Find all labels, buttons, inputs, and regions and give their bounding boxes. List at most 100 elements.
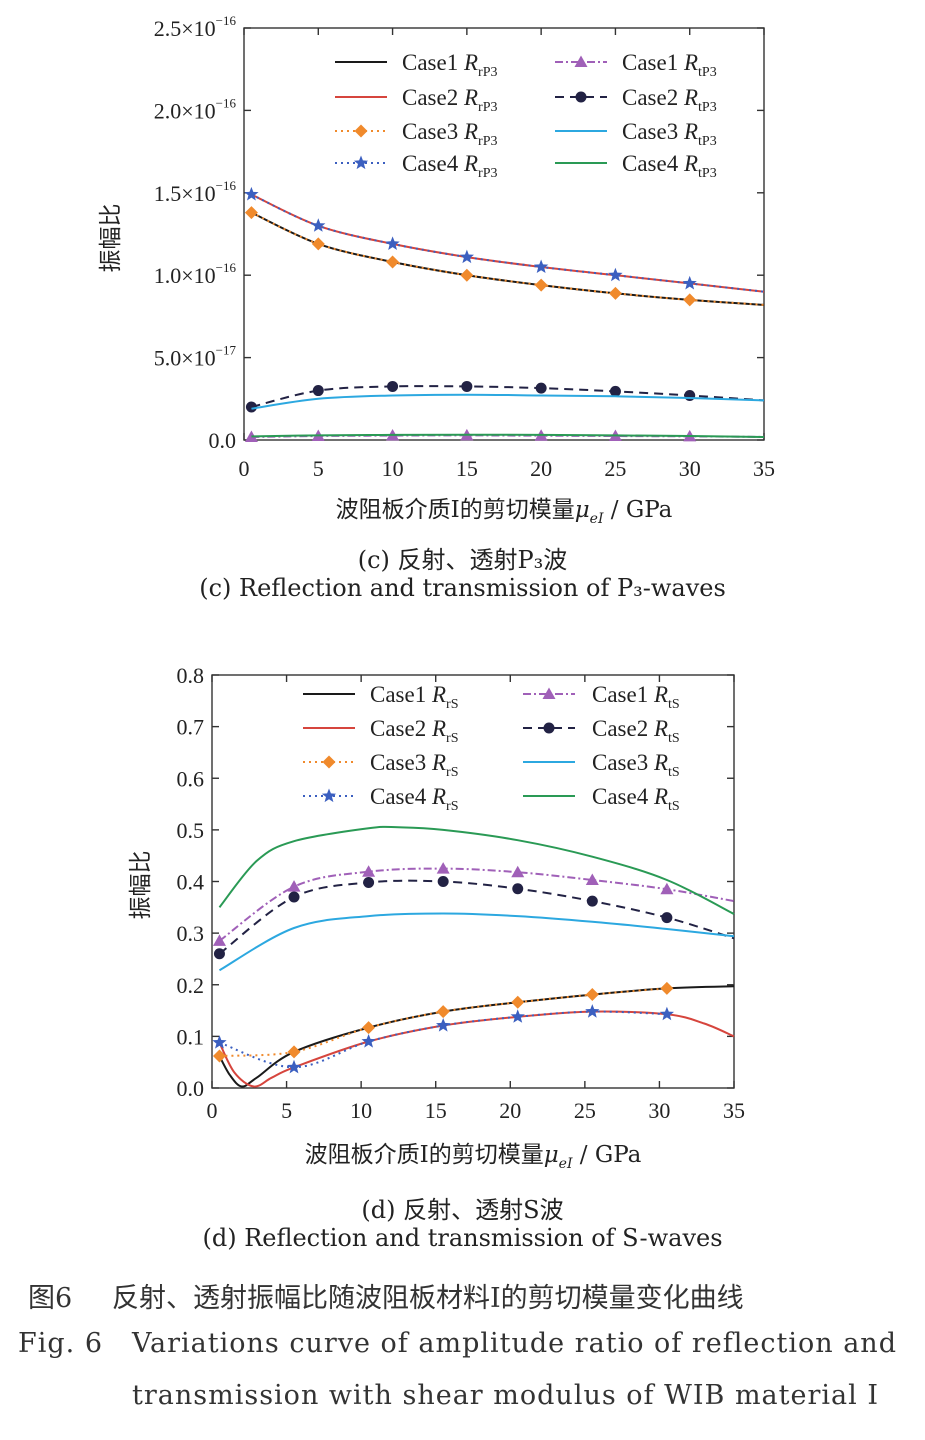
chart-d-x-tick-label: 25 — [574, 1098, 596, 1123]
chart-c: 0 5 10 15 20 25 30 35 0.0 5.0×10−17 1.0×10−16 1.5×1… — [98, 13, 775, 527]
chart-c-series-line — [251, 193, 765, 293]
chart-c-legend-label: Case2 RtP3 — [622, 85, 717, 115]
chart-d-legend-entry: Case1 RrS — [303, 682, 458, 712]
chart-d-data-point — [585, 988, 599, 1002]
chart-c-data-point — [244, 186, 259, 201]
chart-c-caption-cn: (c) 反射、透射P₃波 — [357, 546, 568, 574]
chart-c-data-point — [534, 259, 549, 273]
chart-c-legend-label: Case1 RrP3 — [402, 50, 497, 80]
chart-d-series-line — [218, 912, 735, 972]
chart-d-legend-label: Case2 RrS — [370, 716, 458, 746]
chart-c-x-tick-label: 35 — [753, 456, 775, 481]
chart-c-x-axis-title: 波阻板介质I的剪切模量μeI / GPa — [336, 497, 673, 527]
chart-d-series-line — [218, 867, 735, 942]
figure-caption-cn-label: 图6 — [28, 1283, 73, 1314]
chart-c-data-point — [460, 268, 474, 282]
chart-c-legend-marker — [575, 91, 587, 103]
chart-d-legend-label: Case4 RrS — [370, 784, 458, 814]
chart-c-legend-entry: Case3 RtP3 — [555, 119, 717, 149]
chart-d-data-point — [287, 880, 301, 892]
chart-d-series-line — [218, 825, 735, 915]
chart-d: 0 5 10 15 20 25 30 35 0.0 0.1 0.2 0.3 0.4 0.5 0.6 0.7 0.… — [128, 663, 745, 1172]
chart-d-data-point — [585, 873, 599, 885]
chart-d-data-point — [361, 1034, 376, 1048]
chart-d-data-point — [362, 1021, 376, 1035]
chart-c-x-tick-label: 30 — [679, 456, 701, 481]
chart-c-data-point — [245, 401, 257, 413]
chart-c-y-tick-label: 2.5×10−16 — [154, 13, 237, 41]
chart-c-x-tick-label: 20 — [530, 456, 552, 481]
chart-c-series-line — [251, 385, 765, 409]
chart-c-legend-label: Case4 RtP3 — [622, 151, 717, 181]
chart-d-series-6 — [213, 876, 735, 960]
chart-d-x-tick-label: 0 — [207, 1098, 218, 1123]
chart-d-data-point — [213, 948, 225, 960]
figure-caption-cn: 反射、透射振幅比随波阻板材料I的剪切模量变化曲线 — [112, 1283, 744, 1314]
chart-d-data-point — [511, 995, 525, 1009]
figure-caption-en-line2: transmission with shear modulus of WIB m… — [132, 1380, 880, 1411]
chart-c-data-point — [459, 249, 474, 264]
chart-d-series-line — [218, 985, 735, 1088]
chart-d-data-point — [510, 1009, 525, 1023]
chart-c-data-point — [385, 236, 400, 250]
chart-c-data-point — [534, 278, 548, 292]
chart-c-legend-label: Case3 RtP3 — [622, 119, 717, 149]
chart-d-data-point — [362, 865, 376, 877]
chart-d-legend-label: Case1 RrS — [370, 682, 458, 712]
chart-d-y-tick-label: 0.1 — [177, 1024, 205, 1049]
chart-c-legend-entry: Case4 RtP3 — [555, 151, 717, 181]
chart-c-data-point — [609, 385, 621, 397]
chart-d-legend-entry: Case2 RtS — [523, 716, 680, 746]
chart-d-data-point — [512, 883, 524, 895]
chart-c-legend-entry: Case4 RrP3 — [335, 151, 497, 181]
chart-d-data-point — [660, 981, 674, 995]
chart-c-y-tick-label: 1.5×10−16 — [154, 178, 237, 206]
chart-d-x-tick-label: 35 — [723, 1098, 745, 1123]
chart-c-series-line — [251, 393, 765, 410]
chart-c-data-point — [244, 206, 258, 220]
chart-c-legend-entry: Case1 RrP3 — [335, 50, 497, 80]
chart-c-y-tick-label: 2.0×10−16 — [154, 95, 237, 123]
chart-d-legend-entry: Case4 RrS — [303, 784, 458, 814]
chart-d-data-point — [288, 891, 300, 903]
chart-c-data-point — [386, 255, 400, 269]
chart-c-x-tick-label: 25 — [604, 456, 626, 481]
chart-c-y-tick-label: 5.0×10−17 — [154, 343, 237, 371]
chart-d-x-tick-label: 30 — [648, 1098, 670, 1123]
chart-d-legend-marker — [543, 722, 555, 734]
chart-d-x-tick-label: 15 — [425, 1098, 447, 1123]
chart-d-y-tick-label: 0.0 — [177, 1076, 205, 1101]
chart-d-series-7 — [218, 912, 735, 972]
chart-d-y-tick-label: 0.4 — [177, 870, 205, 895]
chart-d-caption-cn: (d) 反射、透射S波 — [361, 1196, 564, 1224]
chart-c-series-3 — [244, 206, 765, 307]
chart-c-series-line — [251, 433, 765, 438]
chart-c-series-line — [251, 211, 765, 306]
chart-c-data-point — [608, 286, 622, 300]
chart-c-legend-marker — [354, 124, 368, 138]
chart-d-data-point — [212, 1049, 226, 1063]
chart-c-series-6 — [245, 380, 765, 413]
chart-d-series-8 — [218, 825, 735, 915]
chart-c-legend-entry: Case3 RrP3 — [335, 119, 497, 149]
chart-c-legend-marker — [353, 155, 369, 170]
chart-d-y-tick-label: 0.5 — [177, 818, 205, 843]
chart-c-legend-label: Case2 RrP3 — [402, 85, 497, 115]
chart-d-legend-label: Case3 RtS — [592, 750, 680, 780]
chart-c-data-point — [535, 382, 547, 394]
chart-c-y-axis-title: 振幅比 — [98, 204, 124, 273]
figure-caption-en-line1: Variations curve of amplitude ratio of r… — [132, 1328, 897, 1359]
chart-d-data-point — [659, 1006, 674, 1021]
chart-d-series-4 — [212, 1004, 674, 1074]
chart-d-legend-entry: Case3 RtS — [523, 750, 680, 780]
chart-d-data-point — [585, 1004, 600, 1018]
chart-d-y-tick-label: 0.6 — [177, 766, 205, 791]
chart-d-legend-entry: Case2 RrS — [303, 716, 458, 746]
chart-c-legend-label: Case3 RrP3 — [402, 119, 497, 149]
chart-d-legend-label: Case2 RtS — [592, 716, 680, 746]
chart-d-legend-label: Case3 RrS — [370, 750, 458, 780]
chart-d-data-point — [287, 1045, 301, 1059]
chart-c-x-tick-label: 5 — [313, 456, 324, 481]
chart-d-data-point — [586, 895, 598, 907]
